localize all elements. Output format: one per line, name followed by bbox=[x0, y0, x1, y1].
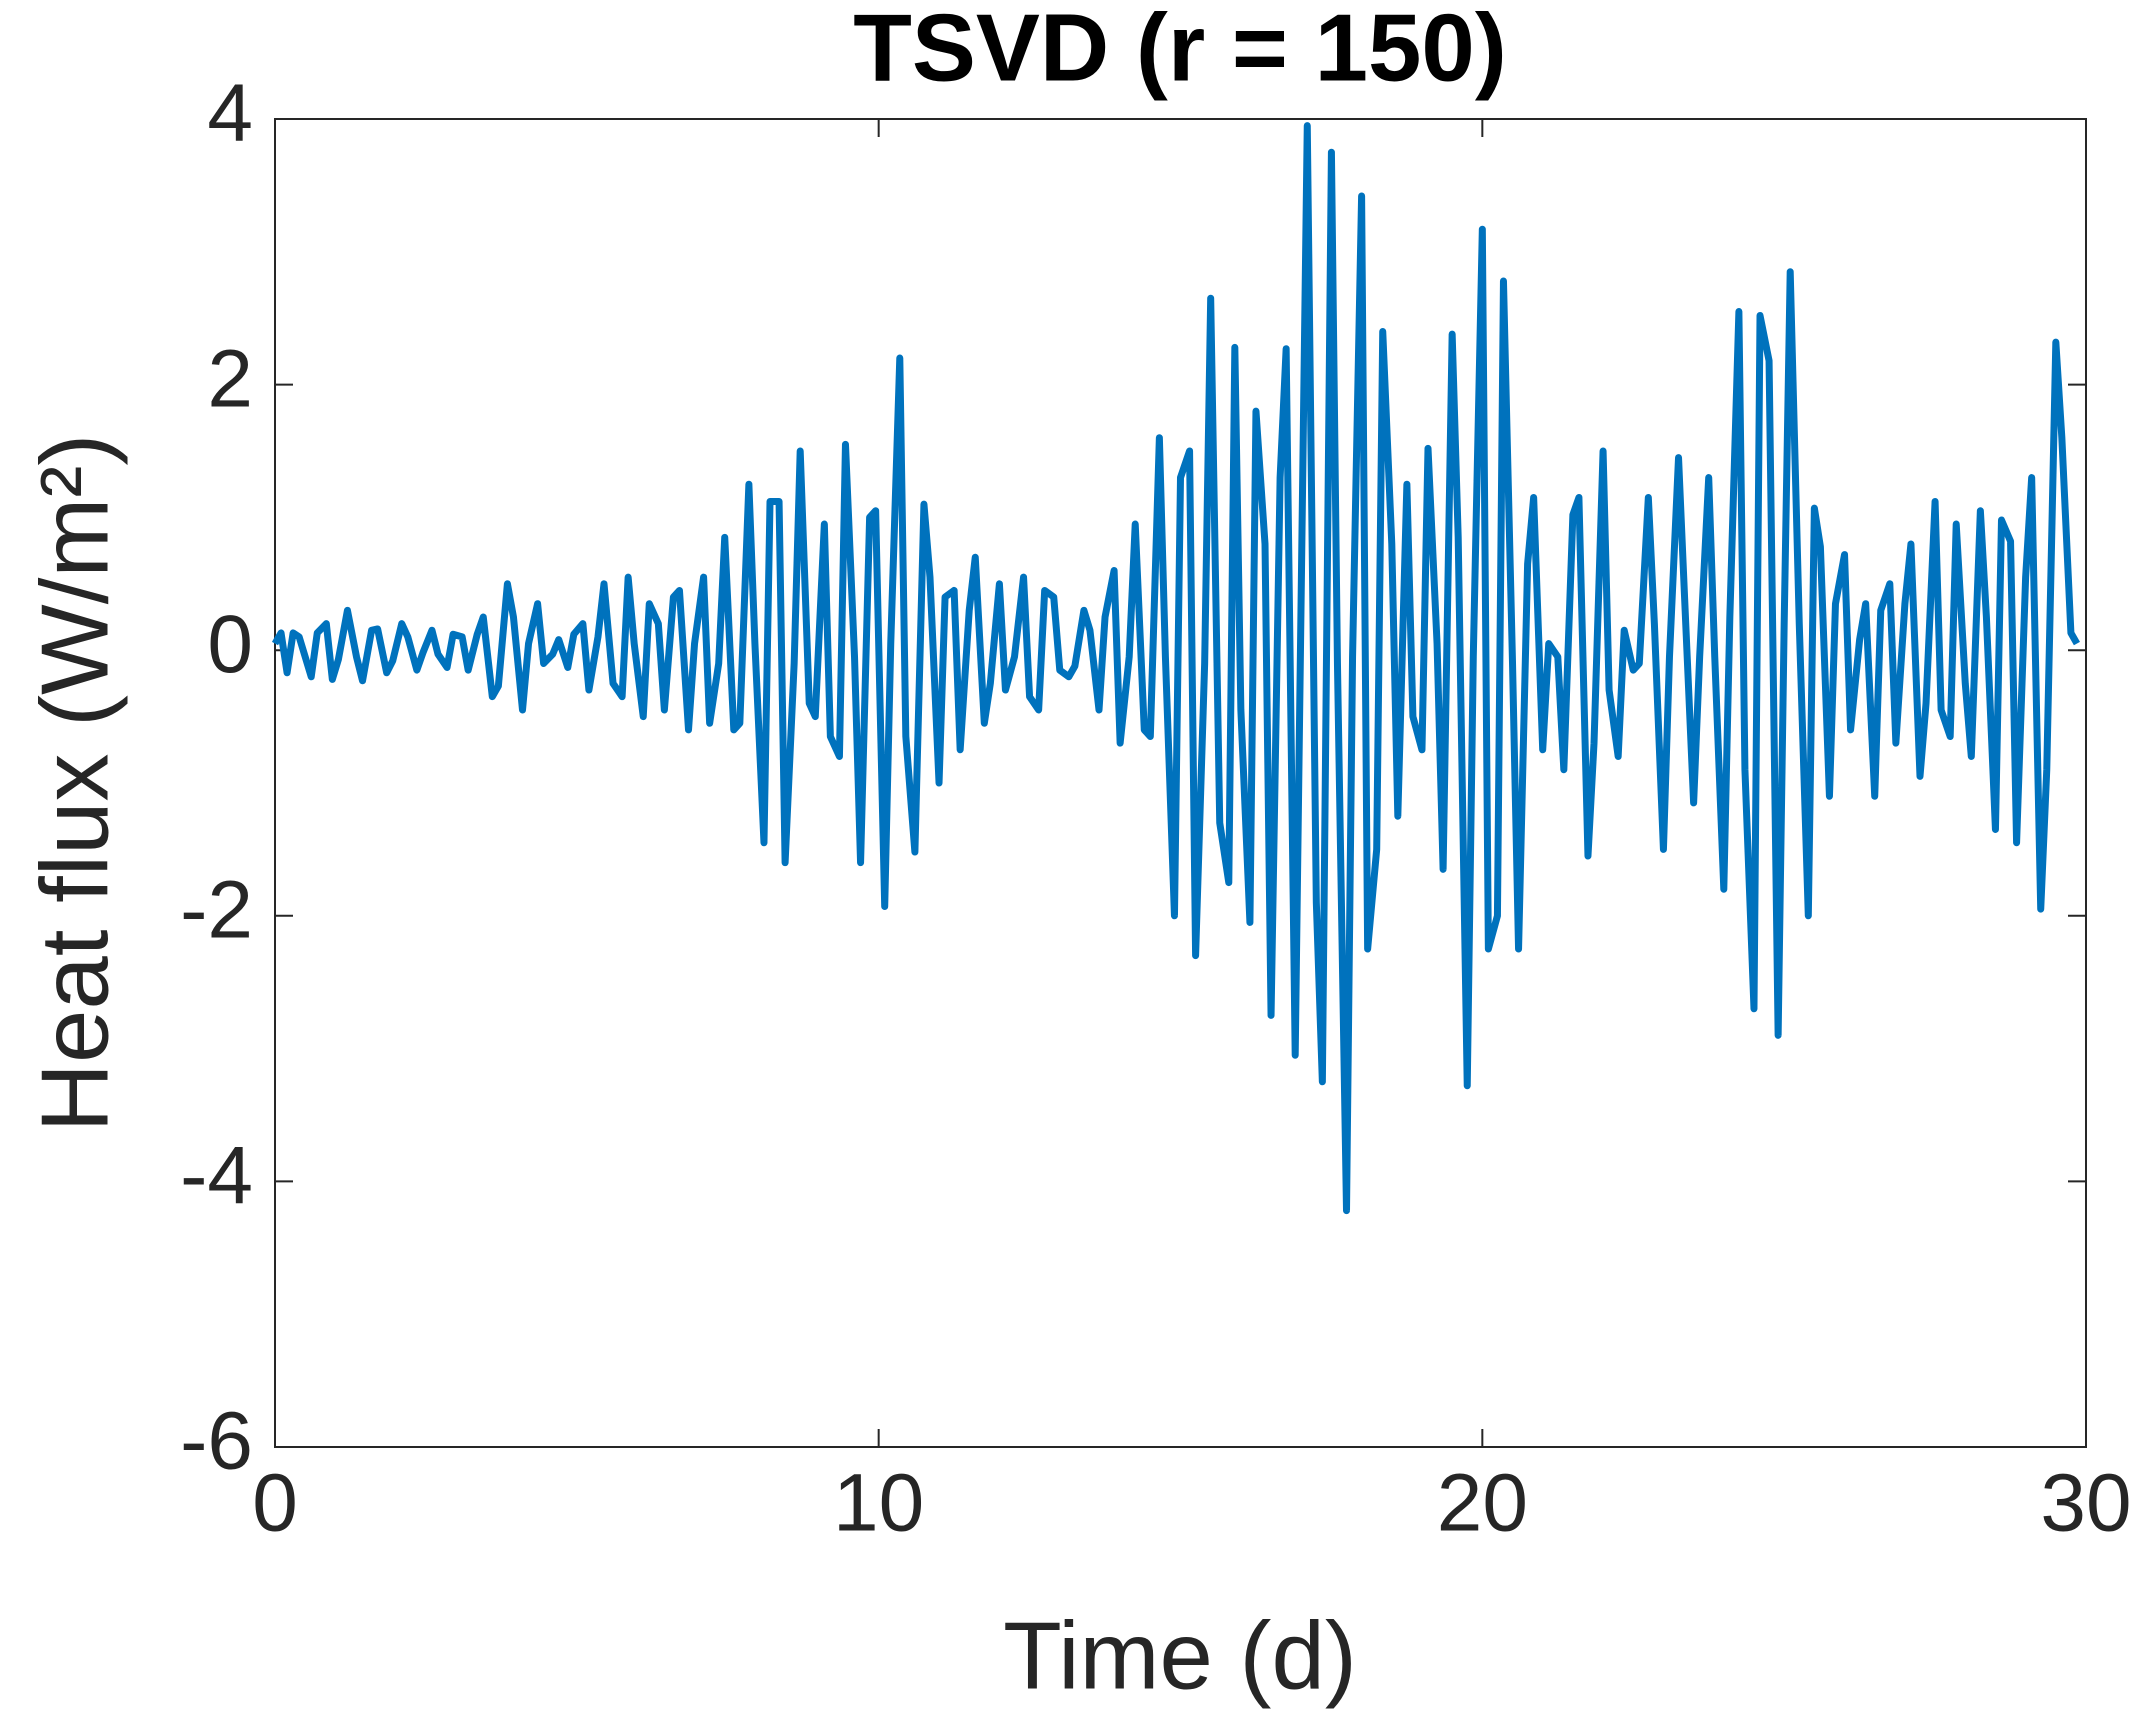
data-line bbox=[271, 122, 2080, 1215]
y-tick-label: 0 bbox=[207, 599, 253, 690]
x-axis-label: Time (d) bbox=[1003, 1602, 1357, 1709]
x-tick-label: 30 bbox=[2040, 1458, 2131, 1549]
x-tick-label: 0 bbox=[252, 1458, 298, 1549]
y-tick-label: 4 bbox=[207, 68, 253, 159]
plot-frame bbox=[274, 118, 2087, 1448]
y-tick-label: -2 bbox=[180, 864, 253, 955]
chart-title: TSVD (r = 150) bbox=[853, 0, 1507, 101]
x-tick-label: 20 bbox=[1437, 1458, 1528, 1549]
x-tick-label: 10 bbox=[833, 1458, 924, 1549]
y-axis-label: Heat flux (W/m²) bbox=[21, 434, 128, 1133]
y-tick-label: -6 bbox=[180, 1396, 253, 1487]
y-tick-label: -4 bbox=[180, 1130, 253, 1221]
y-tick-label: 2 bbox=[207, 333, 253, 424]
